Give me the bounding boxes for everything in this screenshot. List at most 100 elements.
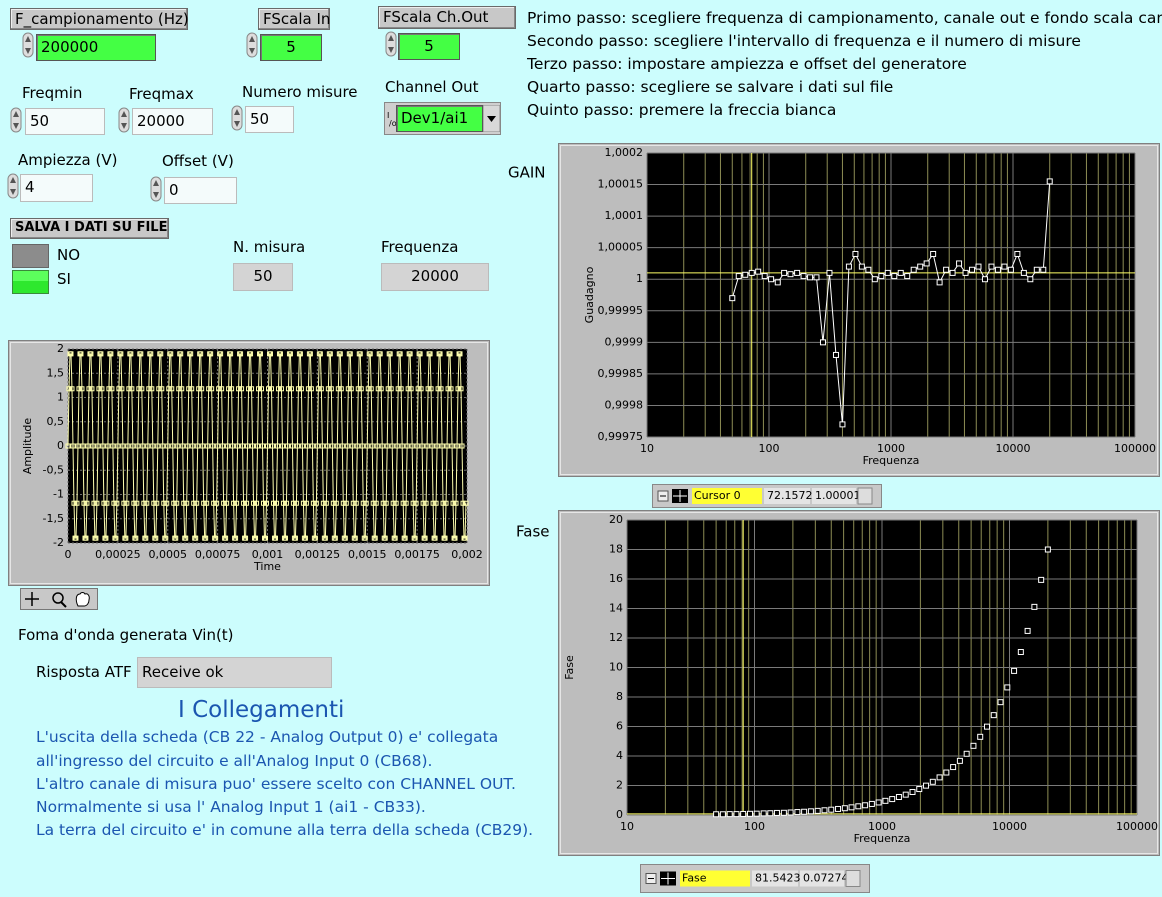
- spinner[interactable]: [10, 107, 22, 133]
- data-point: [73, 535, 79, 541]
- data-point: [848, 804, 855, 811]
- numeric-control[interactable]: 0: [164, 177, 237, 204]
- data-point: [193, 535, 199, 541]
- data-point: [344, 443, 350, 449]
- data-point: [442, 535, 448, 541]
- data-point: [460, 500, 466, 506]
- data-point: [148, 351, 154, 357]
- data-point: [320, 500, 326, 506]
- data-point: [280, 500, 286, 506]
- data-point: [176, 386, 182, 392]
- data-point: [402, 535, 408, 541]
- x-tick-label: 0,00125: [295, 548, 341, 561]
- data-point: [318, 386, 324, 392]
- data-point: [208, 351, 214, 357]
- data-point: [387, 351, 393, 357]
- data-point: [923, 782, 930, 789]
- data-point: [383, 500, 389, 506]
- x-axis-label: Frequenza: [854, 832, 911, 845]
- data-point: [983, 723, 990, 730]
- io-value[interactable]: Dev1/ai1: [396, 105, 483, 132]
- data-point: [828, 806, 835, 813]
- data-point: [875, 799, 882, 806]
- data-point: [832, 351, 839, 358]
- data-point: [719, 811, 726, 818]
- data-point: [889, 796, 896, 803]
- data-point: [403, 500, 409, 506]
- data-point: [747, 810, 754, 817]
- spinner[interactable]: [231, 105, 243, 131]
- data-line: [67, 353, 467, 539]
- data-point: [243, 535, 249, 541]
- data-point: [841, 805, 848, 812]
- data-point: [794, 269, 801, 276]
- data-point: [213, 535, 219, 541]
- data-point: [415, 386, 421, 392]
- data-point: [418, 386, 424, 392]
- data-point: [218, 351, 224, 357]
- spinner[interactable]: [150, 176, 162, 202]
- numeric-control[interactable]: 20000: [132, 108, 213, 135]
- data-point: [404, 443, 410, 449]
- data-point: [455, 386, 461, 392]
- data-point: [950, 764, 957, 771]
- data-point: [398, 386, 404, 392]
- data-point: [304, 443, 310, 449]
- cursor-x-bg: [764, 488, 810, 504]
- control-label: FScala Ch.Out: [378, 6, 516, 29]
- data-point: [265, 443, 270, 449]
- data-point: [106, 386, 112, 392]
- data-point: [229, 386, 235, 392]
- data-point: [327, 351, 333, 357]
- numeric-control[interactable]: 200000: [36, 34, 156, 61]
- data-point: [256, 386, 262, 392]
- data-point: [258, 351, 264, 357]
- spinner[interactable]: [22, 32, 34, 58]
- dropdown-arrow[interactable]: [483, 105, 500, 132]
- data-point: [367, 351, 373, 357]
- graph-palette[interactable]: [20, 588, 98, 610]
- y-tick-label: 18: [609, 543, 623, 556]
- radio-si[interactable]: [12, 270, 49, 294]
- data-point: [100, 443, 106, 449]
- data-point: [427, 351, 433, 357]
- data-point: [323, 500, 329, 506]
- data-point: [294, 443, 300, 449]
- data-point: [333, 500, 339, 506]
- numeric-control[interactable]: 4: [20, 174, 93, 202]
- spinner[interactable]: [385, 31, 397, 57]
- y-tick-label: 2: [57, 342, 64, 355]
- data-point: [139, 386, 145, 392]
- data-point: [459, 443, 465, 449]
- data-point: [334, 443, 340, 449]
- x-tick-label: 10: [640, 442, 654, 455]
- numeric-control[interactable]: 5: [260, 34, 322, 61]
- data-point: [225, 443, 231, 449]
- data-point: [342, 535, 348, 541]
- indicator-label: N. misura: [233, 238, 306, 256]
- data-point: [970, 742, 977, 749]
- numeric-control[interactable]: 5: [398, 33, 460, 60]
- x-tick-label: 0,0015: [348, 548, 387, 561]
- data-point: [159, 386, 165, 392]
- data-point: [219, 386, 225, 392]
- data-point: [340, 500, 346, 506]
- data-point: [125, 443, 131, 449]
- y-tick-label: 2: [616, 779, 623, 792]
- spinner[interactable]: [7, 173, 19, 199]
- numeric-control[interactable]: 50: [245, 106, 294, 133]
- data-point: [233, 535, 239, 541]
- data-point: [277, 351, 283, 357]
- data-point: [121, 500, 127, 506]
- spinner[interactable]: [246, 32, 258, 58]
- svg-text:/o: /o: [389, 119, 396, 128]
- data-point: [143, 535, 149, 541]
- data-point: [241, 500, 247, 506]
- spinner[interactable]: [118, 107, 130, 133]
- data-point: [308, 386, 314, 392]
- numeric-control[interactable]: 50: [25, 108, 105, 135]
- data-point: [191, 500, 197, 506]
- data-point: [794, 809, 801, 816]
- data-point: [235, 443, 241, 449]
- radio-no[interactable]: [12, 244, 49, 268]
